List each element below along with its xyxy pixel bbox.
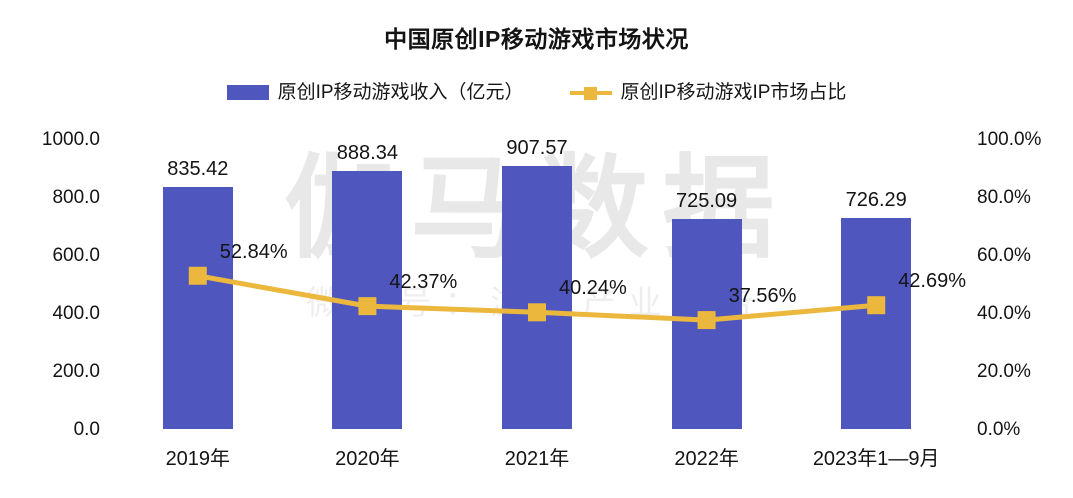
y-axis-right-tick: 80.0% <box>977 187 1031 208</box>
legend-item-share[interactable]: 原创IP移动游戏IP市场占比 <box>569 82 847 103</box>
line-value-label: 42.37% <box>389 271 458 294</box>
chart-legend: 原创IP移动游戏收入（亿元） 原创IP移动游戏IP市场占比 <box>0 83 1073 102</box>
line-marker-3[interactable] <box>697 311 716 330</box>
bar-value-label: 726.29 <box>845 189 907 212</box>
y-axis-left-tick: 600.0 <box>52 245 100 266</box>
bar-4[interactable] <box>841 218 912 429</box>
legend-item-label: 原创IP移动游戏IP市场占比 <box>620 82 847 103</box>
x-axis-tick: 2023年1—9月 <box>812 448 940 470</box>
x-axis: 2019年 2020年 2021年 2022年 2023年1—9月 <box>113 449 961 489</box>
x-axis-tick: 2022年 <box>674 448 739 470</box>
y-axis-left-tick: 200.0 <box>52 361 100 382</box>
x-axis-tick: 2019年 <box>165 448 231 470</box>
x-axis-tick: 2020年 <box>335 448 400 470</box>
legend-line-swatch-icon <box>569 85 612 101</box>
y-axis-right-tick: 0.0% <box>977 419 1021 440</box>
y-axis-right-tick: 40.0% <box>977 303 1031 324</box>
bar-value-label: 907.57 <box>506 136 568 159</box>
x-axis-tick: 2021年 <box>504 448 570 470</box>
y-axis-right-tick: 20.0% <box>977 361 1031 382</box>
y-axis-left-tick: 400.0 <box>52 303 100 324</box>
page-title: 中国原创IP移动游戏市场状况 <box>384 26 689 52</box>
line-value-label: 42.69% <box>898 270 967 293</box>
bar-value-label: 888.34 <box>336 142 398 165</box>
bar-value-label: 835.42 <box>167 157 229 180</box>
line-value-label: 37.56% <box>728 285 797 308</box>
line-marker-0[interactable] <box>188 266 207 285</box>
y-axis-left-tick: 0.0 <box>73 419 100 440</box>
line-value-label: 40.24% <box>559 277 627 300</box>
legend-item-label: 原创IP移动游戏收入（亿元） <box>277 82 524 103</box>
legend-bar-swatch-icon <box>226 85 269 100</box>
line-value-label: 52.84% <box>219 240 288 263</box>
line-marker-1[interactable] <box>358 297 377 316</box>
line-marker-4[interactable] <box>867 296 886 315</box>
y-axis-right-tick: 60.0% <box>977 245 1031 266</box>
bar-2[interactable] <box>502 165 572 429</box>
y-axis-right: 100.0% 80.0% 60.0% 40.0% 20.0% 0.0% <box>963 0 1073 498</box>
legend-item-revenue[interactable]: 原创IP移动游戏收入（亿元） <box>226 82 524 103</box>
plot-area: 835.42 888.34 907.57 725.09 726.29 52.84% 42.3… <box>113 136 966 429</box>
y-axis-left: 1000.0 800.0 600.0 400.0 200.0 0.0 <box>0 0 110 498</box>
y-axis-left-tick: 1000.0 <box>41 129 100 150</box>
line-marker-2[interactable] <box>528 303 546 322</box>
bar-0[interactable] <box>162 186 233 429</box>
y-axis-right-tick: 100.0% <box>977 129 1042 150</box>
share-line-series <box>188 266 886 330</box>
y-axis-left-tick: 800.0 <box>52 187 100 208</box>
bar-value-label: 725.09 <box>676 189 738 212</box>
legend-square-marker-icon <box>583 86 597 100</box>
